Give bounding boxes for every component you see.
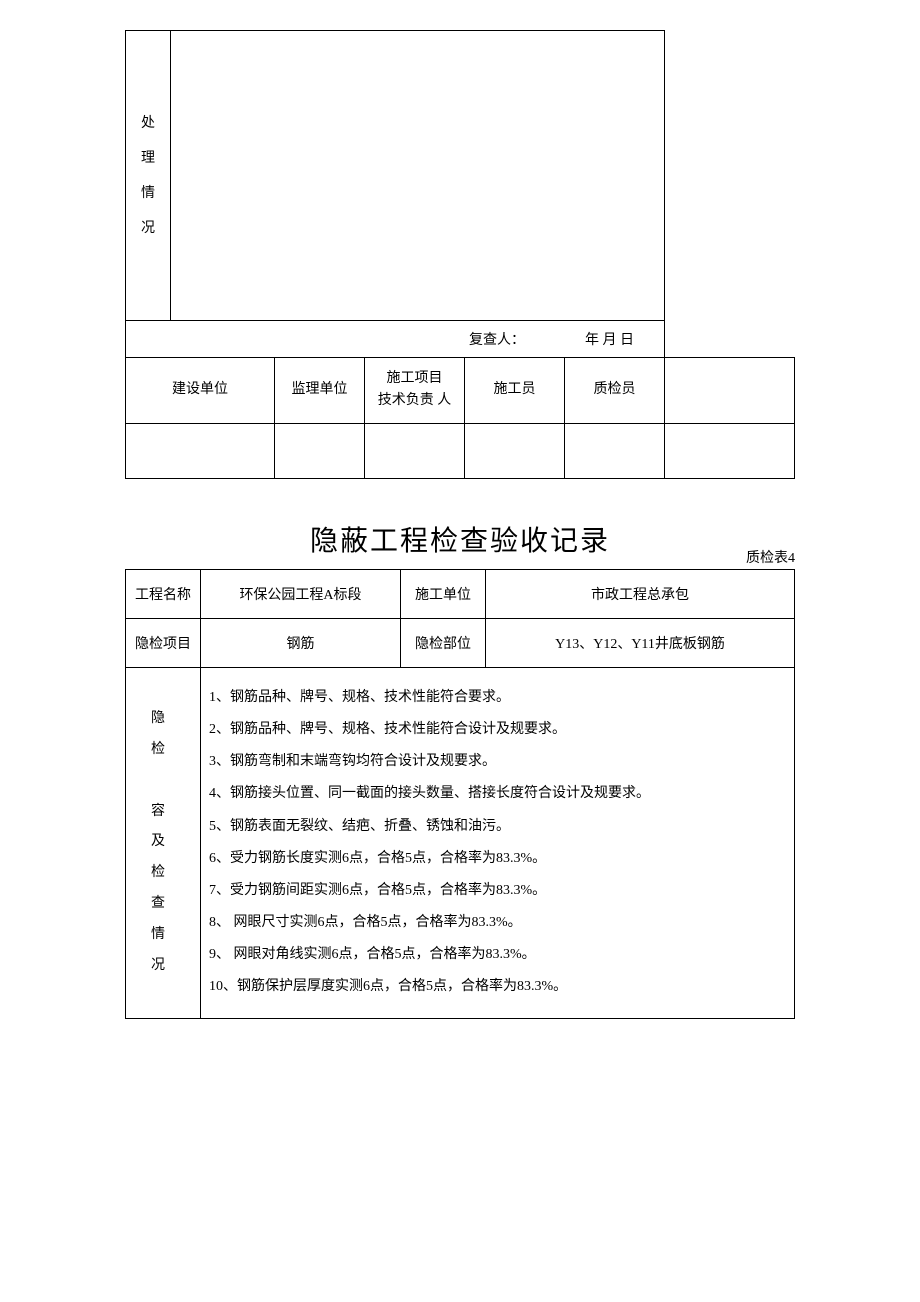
form-number: 质检表4 (746, 547, 795, 567)
inspection-item-9: 9、 网眼对角线实测6点，合格5点，合格率为83.3%。 (209, 939, 786, 971)
inspection-item-label: 隐检项目 (126, 618, 201, 667)
processing-label-text: 处 理 情 况 (136, 106, 160, 246)
inspection-item-8: 8、 网眼尺寸实测6点，合格5点，合格率为83.3%。 (209, 907, 786, 939)
inspection-content-row: 隐 检 容 及 检 查 情 况 1、钢筋品种、牌号、规格、技术性能符合要求。 2… (126, 667, 795, 1018)
inspection-item-1: 1、钢筋品种、牌号、规格、技术性能符合要求。 (209, 682, 786, 714)
sig-header-4: 施工员 (465, 358, 565, 424)
reviewer-label: 复查人： (469, 329, 525, 349)
inspection-content-label-text: 隐 检 容 及 检 查 情 况 (134, 704, 192, 981)
reviewer-row: 复查人： 年 月 日 (126, 321, 665, 358)
inspection-content-label: 隐 检 容 及 检 查 情 况 (126, 667, 201, 1018)
project-name-value: 环保公园工程A标段 (201, 569, 401, 618)
sig-header-1: 建设单位 (126, 358, 275, 424)
processing-label: 处 理 情 况 (126, 31, 171, 321)
sig-cell-2 (275, 423, 365, 478)
sig-header-5-text: 质检员 (594, 382, 636, 397)
inspection-item-row: 隐检项目 钢筋 隐检部位 Y13、Y12、Y11井底板钢筋 (126, 618, 795, 667)
construction-unit-label: 施工单位 (401, 569, 486, 618)
sig-header-1-text: 建设单位 (172, 382, 228, 397)
processing-content-cell (171, 31, 665, 321)
sig-header-2-text: 监理单位 (292, 382, 348, 397)
processing-table: 处 理 情 况 复查人： 年 月 日 建设单位 监理单位 施工项目 技术负责 人… (125, 30, 795, 479)
inspection-record-table: 工程名称 环保公园工程A标段 施工单位 市政工程总承包 隐检项目 钢筋 隐检部位… (125, 569, 795, 1019)
sig-header-4-text: 施工员 (494, 382, 536, 397)
project-name-label: 工程名称 (126, 569, 201, 618)
inspection-item-6: 6、受力钢筋长度实测6点，合格5点，合格率为83.3%。 (209, 843, 786, 875)
inspection-location-value: Y13、Y12、Y11井底板钢筋 (486, 618, 795, 667)
signature-header-row: 建设单位 监理单位 施工项目 技术负责 人 施工员 质检员 (126, 358, 795, 424)
sig-cell-4 (465, 423, 565, 478)
signature-value-row (126, 423, 795, 478)
inspection-item-3: 3、钢筋弯制和末端弯钩均符合设计及规要求。 (209, 746, 786, 778)
inspection-item-10: 10、钢筋保护层厚度实测6点，合格5点，合格率为83.3%。 (209, 971, 786, 1003)
sig-cell-6 (665, 423, 795, 478)
sig-header-3-text: 施工项目 技术负责 人 (378, 371, 452, 408)
page-title: 隐蔽工程检查验收记录 (310, 519, 610, 559)
inspection-item-2: 2、钢筋品种、牌号、规格、技术性能符合设计及规要求。 (209, 714, 786, 746)
project-info-row: 工程名称 环保公园工程A标段 施工单位 市政工程总承包 (126, 569, 795, 618)
inspection-item-5: 5、钢筋表面无裂纹、结疤、折叠、锈蚀和油污。 (209, 811, 786, 843)
reviewer-content: 复查人： 年 月 日 (126, 329, 644, 349)
inspection-item-7: 7、受力钢筋间距实测6点，合格5点，合格率为83.3%。 (209, 875, 786, 907)
sig-header-2: 监理单位 (275, 358, 365, 424)
inspection-item-value: 钢筋 (201, 618, 401, 667)
sig-cell-3 (365, 423, 465, 478)
sig-cell-1 (126, 423, 275, 478)
date-label: 年 月 日 (585, 329, 634, 349)
sig-header-5: 质检员 (565, 358, 665, 424)
sig-header-6 (665, 358, 795, 424)
title-section: 隐蔽工程检查验收记录 质检表4 (125, 519, 795, 559)
sig-cell-5 (565, 423, 665, 478)
inspection-location-label: 隐检部位 (401, 618, 486, 667)
inspection-content-cell: 1、钢筋品种、牌号、规格、技术性能符合要求。 2、钢筋品种、牌号、规格、技术性能… (201, 667, 795, 1018)
construction-unit-value: 市政工程总承包 (486, 569, 795, 618)
sig-header-3: 施工项目 技术负责 人 (365, 358, 465, 424)
inspection-item-4: 4、钢筋接头位置、同一截面的接头数量、搭接长度符合设计及规要求。 (209, 778, 786, 810)
